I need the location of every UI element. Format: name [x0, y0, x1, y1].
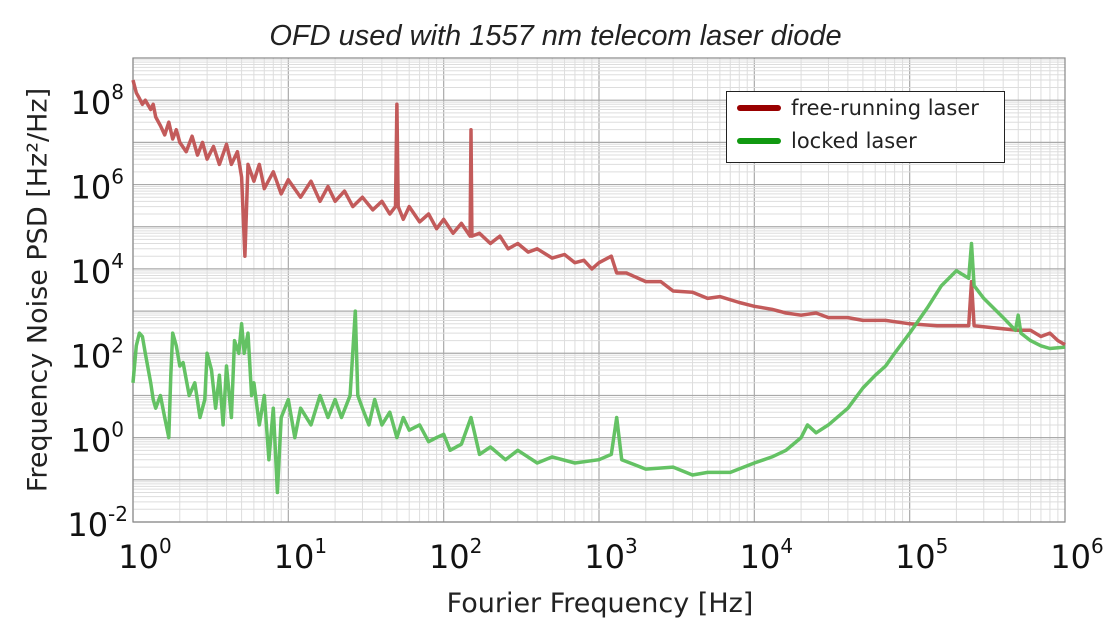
legend-label: free-running laser — [791, 96, 979, 120]
tick-label: 104 — [71, 249, 124, 291]
tick-label: 101 — [274, 534, 327, 576]
tick-label: 103 — [584, 534, 637, 576]
legend-swatch-locked — [737, 138, 781, 144]
tick-label: 100 — [71, 418, 124, 460]
legend-item-locked: locked laser — [737, 129, 917, 153]
tick-label: 106 — [1050, 534, 1103, 576]
tick-label: 100 — [118, 534, 171, 576]
legend-item-free-running: free-running laser — [737, 96, 979, 120]
x-axis-label: Fourier Frequency [Hz] — [446, 588, 754, 619]
tick-label: 10-2 — [67, 502, 128, 544]
series-line-locked — [131, 241, 1066, 495]
legend-swatch-free-running — [737, 105, 781, 111]
tick-label: 106 — [71, 165, 124, 207]
tick-label: 105 — [895, 534, 948, 576]
tick-label: 102 — [429, 534, 482, 576]
series-line-free-running — [131, 79, 1066, 347]
legend: free-running laser locked laser — [726, 91, 1005, 163]
tick-label: 102 — [71, 333, 124, 375]
legend-label: locked laser — [791, 129, 917, 153]
tick-label: 104 — [740, 534, 793, 576]
tick-label: 108 — [71, 80, 124, 122]
chart-title: OFD used with 1557 nm telecom laser diod… — [269, 20, 842, 52]
plot-frame — [132, 57, 1066, 523]
